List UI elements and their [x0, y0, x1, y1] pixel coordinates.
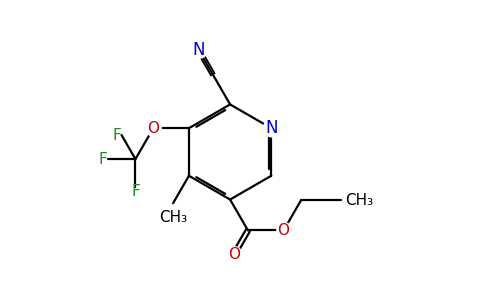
- Text: CH₃: CH₃: [159, 210, 187, 225]
- Text: N: N: [193, 41, 205, 59]
- Text: O: O: [147, 121, 159, 136]
- Text: F: F: [131, 184, 140, 199]
- Text: O: O: [278, 223, 289, 238]
- Text: F: F: [98, 152, 107, 166]
- Text: O: O: [228, 247, 240, 262]
- Text: N: N: [265, 119, 277, 137]
- Text: CH₃: CH₃: [346, 193, 374, 208]
- Text: F: F: [112, 128, 121, 142]
